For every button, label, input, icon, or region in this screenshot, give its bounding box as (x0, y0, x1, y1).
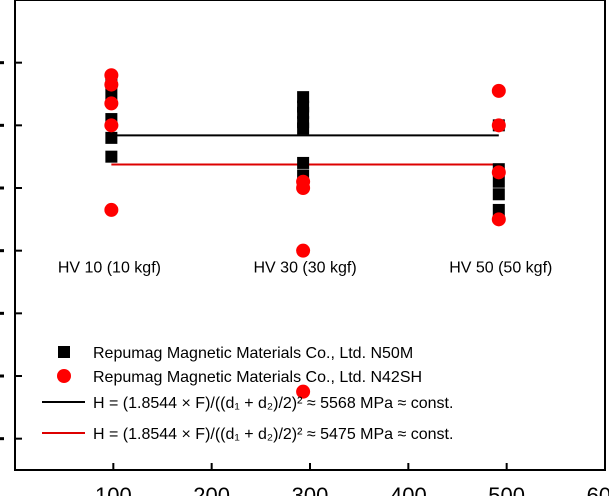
legend-marker-circle (57, 369, 71, 383)
data-points (104, 68, 506, 399)
data-point-circle (296, 243, 311, 258)
data-point-square (297, 156, 310, 169)
legend-marker-square (58, 346, 70, 358)
data-point-square (492, 175, 505, 188)
data-point-circle (296, 384, 311, 399)
legend-label: Repumag Magnetic Materials Co., Ltd. N50… (93, 345, 413, 362)
x-tick-label: 100 (95, 483, 132, 496)
data-point-circle (491, 165, 506, 180)
y-axis-ticks (0, 61, 22, 441)
legend-label: H = (1.8544 × F)/((d₁ + d₂)/2)² ≈ 5568 M… (93, 395, 453, 412)
x-tick-label: 600 (587, 483, 609, 496)
data-point-square (492, 188, 505, 201)
data-point-square (297, 122, 310, 135)
x-tick-label: 200 (193, 483, 230, 496)
data-point-circle (491, 212, 506, 227)
data-point-square (105, 88, 118, 100)
data-point-square (297, 91, 310, 104)
data-point-circle (491, 118, 506, 133)
data-point-square (492, 203, 505, 216)
data-point-circle (104, 77, 119, 92)
data-point-circle (104, 96, 119, 111)
x-tick-label: 300 (292, 483, 329, 496)
legend-label: H = (1.8544 × F)/((d₁ + d₂)/2)² ≈ 5475 M… (93, 426, 453, 443)
x-axis-ticks (112, 463, 606, 470)
legend-label: Repumag Magnetic Materials Co., Ltd. N42… (93, 369, 422, 386)
data-point-circle (491, 83, 506, 98)
annotation-label: HV 30 (30 kgf) (254, 260, 357, 277)
data-point-circle (104, 118, 119, 133)
x-axis-tick-labels: 100 200 300 400 500 600 (95, 483, 609, 496)
annotation-label: HV 10 (10 kgf) (58, 260, 161, 277)
data-point-circle (296, 181, 311, 195)
legend: Repumag Magnetic Materials Co., Ltd. N50… (42, 345, 453, 443)
data-point-square (105, 131, 118, 144)
data-point-square (297, 106, 310, 119)
annotation-label: HV 50 (50 kgf) (449, 260, 552, 277)
data-point-circle (104, 202, 119, 217)
x-tick-label: 400 (390, 483, 427, 496)
x-tick-label: 500 (488, 483, 525, 496)
annotations: HV 10 (10 kgf) HV 30 (30 kgf) HV 50 (50 kg… (58, 260, 553, 277)
data-point-square (105, 150, 118, 163)
